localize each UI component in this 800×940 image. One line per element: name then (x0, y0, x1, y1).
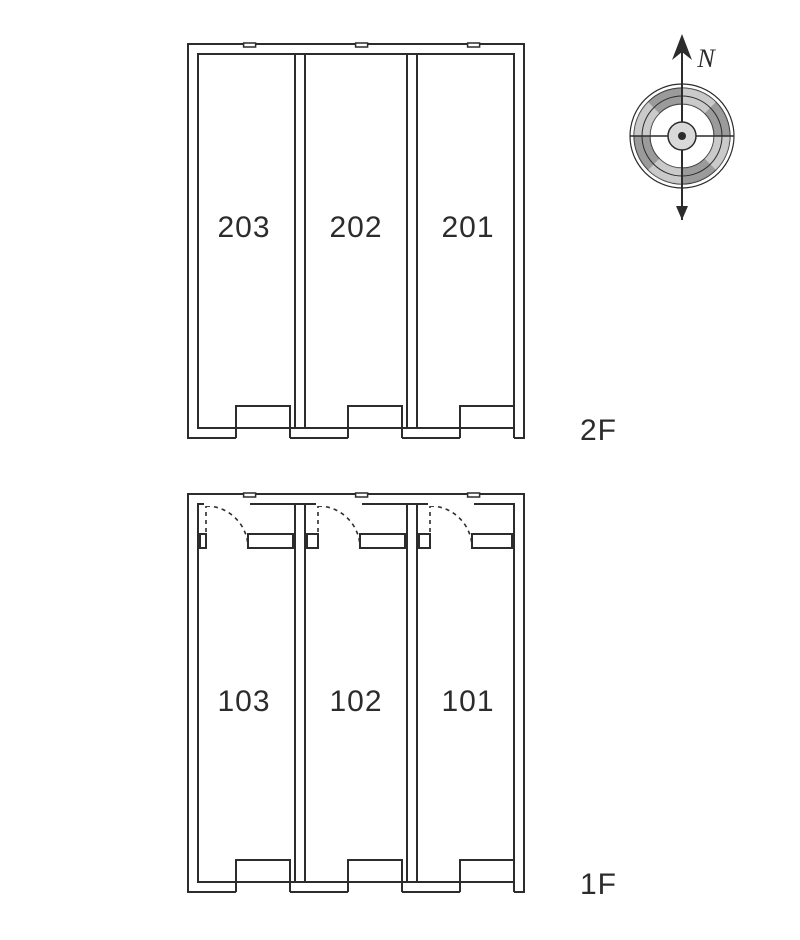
room-label-201: 201 (441, 211, 494, 245)
room-label-202: 202 (329, 211, 382, 245)
room-label-203: 203 (217, 211, 270, 245)
floorplan-canvas (0, 0, 800, 940)
room-label-102: 102 (329, 685, 382, 719)
room-label-101: 101 (441, 685, 494, 719)
compass-n-label: N (697, 44, 714, 74)
floor-label-1F: 1F (580, 868, 617, 902)
floor-label-2F: 2F (580, 414, 617, 448)
room-label-103: 103 (217, 685, 270, 719)
